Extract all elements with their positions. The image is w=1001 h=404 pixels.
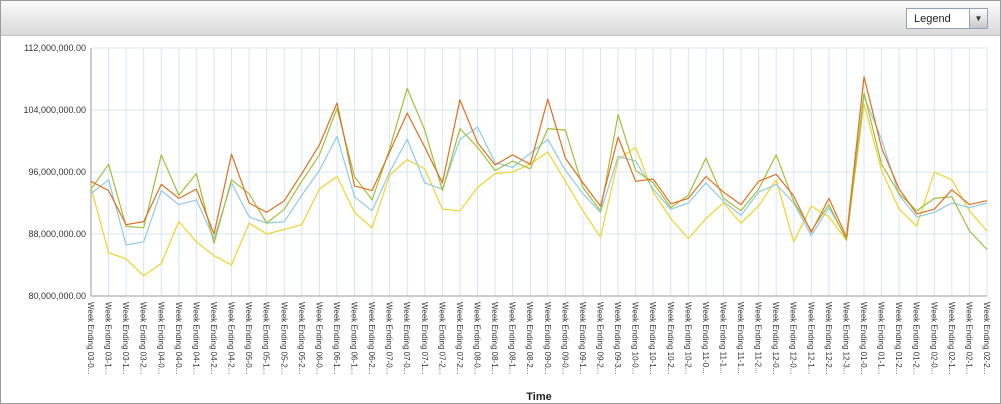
x-axis-tick-label: Week Ending 07-2... xyxy=(455,302,464,374)
x-axis-tick-label: Week Ending 01-2... xyxy=(894,302,903,374)
y-axis-labels: 80,000,000.00 88,000,000.00 96,000,000.00 1… xyxy=(23,43,86,301)
x-axis-tick-label: Week Ending 12-1... xyxy=(806,302,815,374)
x-axis-tick-label: Week Ending 09-0... xyxy=(543,302,552,374)
x-axis-tick-label: Week Ending 01-0... xyxy=(859,302,868,374)
y-axis-tick-label: 112,000,000.00 xyxy=(24,43,86,53)
line-chart: 80,000,000.00 88,000,000.00 96,000,000.00 1… xyxy=(1,36,1000,403)
x-axis-tick-label: Week Ending 06-2... xyxy=(367,302,376,374)
x-axis-tick-label: Week Ending 06-0... xyxy=(314,302,323,374)
x-axis-tick-label: Week Ending 03-2... xyxy=(139,302,148,374)
x-axis-tick-label: Week Ending 09-3... xyxy=(613,302,622,374)
x-axis-tick-label: Week Ending 04-1... xyxy=(191,302,200,374)
x-axis-tick-label: Week Ending 09-0... xyxy=(560,302,569,374)
x-axis-tick-label: Week Ending 05-2... xyxy=(297,302,306,374)
axes xyxy=(90,48,987,297)
x-axis-tick-label: Week Ending 07-0... xyxy=(385,302,394,374)
x-axis-tick-label: Week Ending 12-2... xyxy=(824,302,833,374)
x-axis-tick-label: Week Ending 11-1... xyxy=(718,302,727,374)
legend-dropdown[interactable]: Legend ▼ xyxy=(906,8,988,29)
x-axis-tick-label: Week Ending 04-0... xyxy=(156,302,165,374)
y-axis-tick-label: 80,000,000.00 xyxy=(28,291,86,301)
x-axis-tick-label: Week Ending 04-2... xyxy=(227,302,236,374)
x-axis-tick-label: Week Ending 10-2... xyxy=(666,302,675,374)
x-axis-tick-label: Week Ending 05-1... xyxy=(262,302,271,374)
x-axis-tick-label: Week Ending 02-1... xyxy=(964,302,973,374)
x-axis-labels: Week Ending 03-0... Week Ending 03-1... We… xyxy=(86,302,991,374)
x-axis-tick-label: Week Ending 08-1... xyxy=(490,302,499,374)
x-axis-tick-label: Week Ending 08-1... xyxy=(508,302,517,374)
chevron-down-icon[interactable]: ▼ xyxy=(969,9,987,28)
x-axis-tick-label: Week Ending 08-0... xyxy=(473,302,482,374)
x-axis-tick-label: Week Ending 09-2... xyxy=(595,302,604,374)
x-axis-tick-label: Week Ending 03-1... xyxy=(121,302,130,374)
x-axis-tick-label: Week Ending 05-2... xyxy=(279,302,288,374)
x-axis-tick-label: Week Ending 10-2... xyxy=(683,302,692,374)
x-axis-tick-label: Week Ending 06-1... xyxy=(350,302,359,374)
y-axis-tick-label: 104,000,000.00 xyxy=(23,105,86,115)
legend-dropdown-label: Legend xyxy=(914,12,951,25)
x-axis-tick-label: Week Ending 12-0... xyxy=(771,302,780,374)
x-axis-tick-label: Week Ending 11-1... xyxy=(736,302,745,374)
x-axis-tick-label: Week Ending 11-2... xyxy=(754,302,763,374)
x-axis-tick-label: Week Ending 07-2... xyxy=(437,302,446,374)
x-axis-tick-label: Week Ending 10-0... xyxy=(631,302,640,374)
series-line-orange-series xyxy=(90,76,988,238)
x-axis-tick-label: Week Ending 02-0... xyxy=(929,302,938,374)
chart-canvas: 80,000,000.00 88,000,000.00 96,000,000.00 1… xyxy=(23,43,991,403)
x-axis-tick-label: Week Ending 05-0... xyxy=(244,302,253,374)
x-axis-tick-label: Week Ending 08-2... xyxy=(525,302,534,374)
gridlines xyxy=(91,47,988,296)
series-line-green-series xyxy=(90,87,988,250)
x-axis-tick-label: Week Ending 02-1... xyxy=(947,302,956,374)
x-axis-tick-label: Week Ending 07-0... xyxy=(402,302,411,374)
x-axis-title: Time xyxy=(526,391,551,403)
x-axis-tick-label: Week Ending 03-1... xyxy=(104,302,113,374)
x-axis-tick-label: Week Ending 04-0... xyxy=(174,302,183,374)
x-axis-tick-label: Week Ending 02-2... xyxy=(982,302,991,374)
x-axis-tick-label: Week Ending 04-2... xyxy=(209,302,218,374)
x-axis-tick-label: Week Ending 03-0... xyxy=(86,302,95,374)
toolbar: Legend ▼ xyxy=(1,1,1000,36)
x-axis-tick-label: Week Ending 12-0... xyxy=(789,302,798,374)
x-axis-tick-label: Week Ending 11-0... xyxy=(701,302,710,374)
x-axis-tick-label: Week Ending 10-1... xyxy=(648,302,657,374)
series-line-sky-blue-series xyxy=(90,95,988,246)
series-lines xyxy=(90,76,988,277)
y-axis-tick-label: 88,000,000.00 xyxy=(28,229,86,239)
x-axis-tick-label: Week Ending 01-2... xyxy=(912,302,921,374)
x-axis-tick-label: Week Ending 06-1... xyxy=(332,302,341,374)
x-axis-tick-label: Week Ending 07-1... xyxy=(420,302,429,374)
y-axis-tick-label: 96,000,000.00 xyxy=(28,167,86,177)
series-line-yellow-series xyxy=(90,103,988,277)
x-axis-tick-label: Week Ending 09-1... xyxy=(578,302,587,374)
x-axis-tick-label: Week Ending 01-1... xyxy=(877,302,886,374)
x-axis-tick-label: Week Ending 12-3... xyxy=(841,302,850,374)
